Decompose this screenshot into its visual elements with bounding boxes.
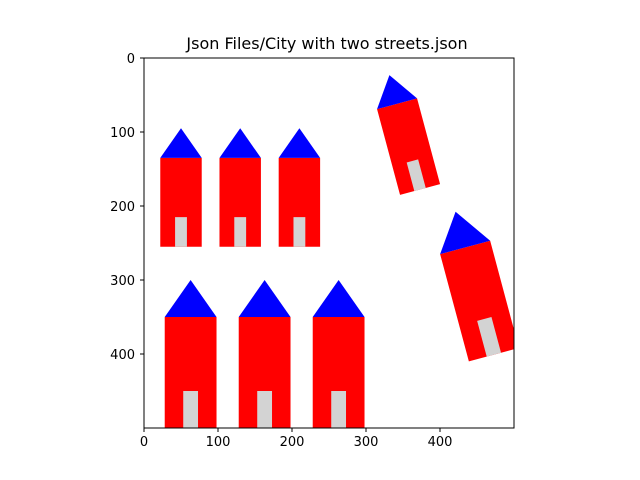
x-tick-label: 200 (280, 435, 305, 450)
house-wall (377, 98, 441, 195)
house-door (234, 217, 247, 247)
house-door (183, 391, 199, 428)
house-8 (440, 211, 514, 362)
house-wall (164, 317, 217, 428)
houses-layer (160, 75, 514, 428)
house-door (175, 217, 187, 247)
x-tick-label: 100 (206, 435, 231, 450)
house-wall (440, 240, 514, 362)
y-tick-label: 300 (110, 274, 135, 289)
house-door (477, 317, 502, 357)
y-tick-label: 400 (110, 348, 135, 363)
house-wall (312, 317, 365, 428)
house-2 (219, 128, 261, 247)
house-wall (160, 157, 202, 247)
house-roof (219, 128, 261, 158)
x-axis: 0 100 200 300 400 (140, 428, 453, 450)
house-1 (160, 128, 202, 247)
plot-frame (143, 57, 515, 429)
house-roof (312, 280, 365, 317)
x-tick-label: 0 (140, 435, 148, 450)
y-axis: 0 100 200 300 400 (110, 52, 144, 363)
house-wall (278, 157, 321, 247)
house-7 (377, 75, 441, 195)
chart-title: Json Files/City with two streets.json (185, 34, 467, 53)
house-door (257, 391, 273, 428)
x-tick-label: 400 (428, 435, 453, 450)
house-roof (377, 75, 418, 110)
house-door (293, 217, 306, 247)
x-tick-label: 300 (354, 435, 379, 450)
house-4 (164, 280, 217, 428)
house-roof (440, 211, 491, 255)
house-3 (278, 128, 321, 247)
house-wall (219, 157, 261, 247)
y-tick-label: 0 (127, 52, 135, 67)
y-tick-label: 200 (110, 200, 135, 215)
house-5 (238, 280, 291, 428)
house-wall (238, 317, 291, 428)
house-roof (278, 128, 321, 158)
y-tick-label: 100 (110, 126, 135, 141)
house-roof (164, 280, 217, 317)
house-door (406, 159, 426, 192)
house-roof (238, 280, 291, 317)
house-6 (312, 280, 365, 428)
house-door (331, 391, 347, 428)
house-roof (160, 128, 202, 158)
